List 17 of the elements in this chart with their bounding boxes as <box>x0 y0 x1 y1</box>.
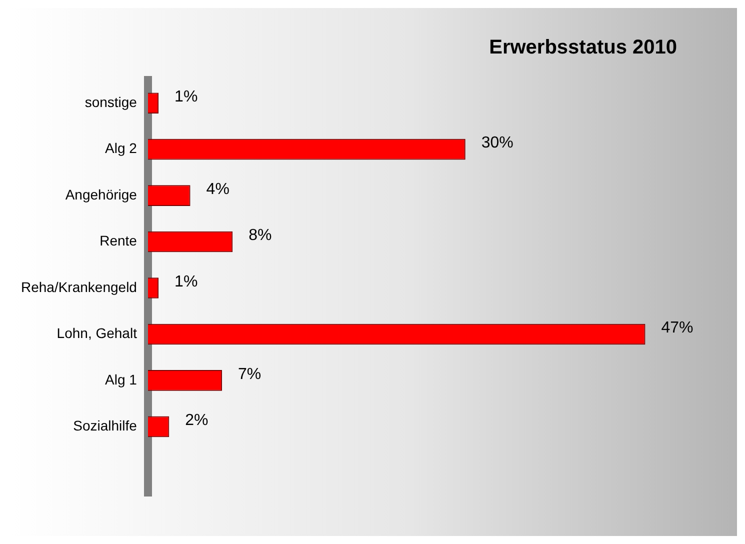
data-label: 47% <box>661 320 694 337</box>
data-label: 1% <box>174 273 198 290</box>
chart-title: Erwerbsstatus 2010 <box>489 36 677 59</box>
y-tick-label: Alg 1 <box>105 371 138 388</box>
data-label: 30% <box>481 134 514 152</box>
data-label: 2% <box>185 412 208 430</box>
y-tick-label: sonstige <box>84 94 138 110</box>
y-tick-label: Angehörige <box>65 186 138 202</box>
y-tick-label: Rente <box>100 232 138 249</box>
data-label: 7% <box>238 366 262 383</box>
y-tick-label: Lohn, Gehalt <box>56 325 138 342</box>
y-tick-label: Sozialhilfe <box>73 418 138 434</box>
data-label: 8% <box>248 227 272 244</box>
data-label: 4% <box>206 180 230 198</box>
y-tick-label: Reha/Krankengeld <box>20 278 137 295</box>
data-label: 1% <box>174 88 198 106</box>
y-tick-label: Alg 2 <box>105 140 138 156</box>
